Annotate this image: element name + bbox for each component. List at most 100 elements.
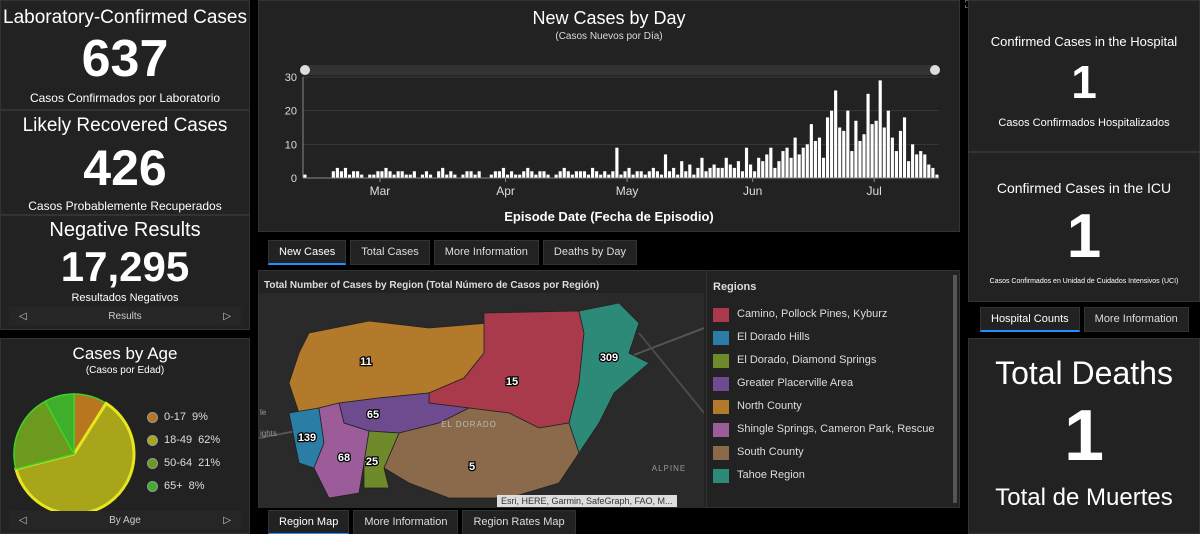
- bar[interactable]: [518, 174, 522, 178]
- bar[interactable]: [838, 127, 842, 179]
- bar[interactable]: [793, 137, 797, 178]
- bar[interactable]: [615, 147, 619, 178]
- bar[interactable]: [582, 171, 587, 178]
- bar[interactable]: [817, 137, 822, 178]
- bar[interactable]: [412, 171, 416, 178]
- bar[interactable]: [663, 154, 668, 178]
- prev-arrow-icon[interactable]: ◁: [19, 310, 27, 322]
- bar[interactable]: [724, 157, 728, 178]
- bar[interactable]: [404, 174, 408, 178]
- bar[interactable]: [522, 171, 526, 178]
- bar[interactable]: [428, 174, 433, 178]
- bar[interactable]: [542, 171, 546, 178]
- bar[interactable]: [331, 171, 335, 178]
- bar[interactable]: [919, 151, 923, 178]
- bar[interactable]: [347, 174, 352, 178]
- tab-region-rates-map[interactable]: Region Rates Map: [462, 510, 576, 534]
- bar[interactable]: [651, 167, 655, 178]
- bar[interactable]: [343, 167, 348, 178]
- bar[interactable]: [821, 157, 826, 178]
- bar[interactable]: [461, 174, 465, 178]
- bar[interactable]: [449, 171, 453, 178]
- bar[interactable]: [339, 171, 344, 178]
- bar[interactable]: [769, 147, 773, 178]
- next-arrow-icon[interactable]: ▷: [223, 310, 231, 322]
- bar[interactable]: [732, 167, 736, 178]
- bar[interactable]: [424, 171, 429, 178]
- bar[interactable]: [631, 174, 635, 178]
- bar[interactable]: [595, 171, 599, 178]
- bar[interactable]: [380, 171, 384, 178]
- bar[interactable]: [627, 167, 631, 178]
- bar[interactable]: [469, 171, 473, 178]
- bar[interactable]: [813, 140, 817, 178]
- bar[interactable]: [902, 117, 907, 178]
- bar[interactable]: [303, 174, 307, 178]
- bar[interactable]: [692, 174, 696, 178]
- bar[interactable]: [696, 167, 700, 178]
- bar[interactable]: [368, 174, 372, 178]
- bar[interactable]: [526, 167, 530, 178]
- bar[interactable]: [886, 110, 890, 178]
- bar[interactable]: [846, 110, 850, 178]
- bar[interactable]: [894, 151, 898, 178]
- bar[interactable]: [514, 174, 518, 178]
- bar[interactable]: [400, 171, 404, 178]
- bar[interactable]: [927, 164, 931, 178]
- bar[interactable]: [708, 167, 712, 178]
- bar[interactable]: [437, 171, 441, 178]
- bar[interactable]: [376, 171, 380, 178]
- bar[interactable]: [890, 137, 894, 178]
- bar[interactable]: [599, 174, 603, 178]
- bar[interactable]: [757, 157, 761, 178]
- bar[interactable]: [639, 171, 643, 178]
- bar[interactable]: [830, 110, 834, 178]
- bar[interactable]: [493, 171, 497, 178]
- bar[interactable]: [603, 171, 607, 178]
- bar[interactable]: [465, 171, 469, 178]
- bar[interactable]: [781, 151, 785, 178]
- bar[interactable]: [789, 157, 793, 178]
- bar[interactable]: [749, 164, 753, 178]
- bar[interactable]: [700, 157, 704, 178]
- region-shingle-springs[interactable]: [313, 402, 370, 499]
- bar[interactable]: [574, 171, 578, 178]
- bar[interactable]: [408, 174, 412, 178]
- bar[interactable]: [530, 171, 534, 178]
- bar[interactable]: [635, 171, 639, 178]
- prev-arrow-icon[interactable]: ◁: [19, 514, 27, 526]
- bar[interactable]: [773, 167, 777, 178]
- bar[interactable]: [659, 174, 664, 178]
- bar[interactable]: [534, 174, 538, 178]
- tab-new-cases[interactable]: New Cases: [268, 240, 347, 265]
- bar[interactable]: [619, 174, 623, 178]
- bar[interactable]: [578, 171, 583, 178]
- bar[interactable]: [882, 127, 886, 179]
- bar[interactable]: [667, 171, 672, 178]
- bar[interactable]: [736, 161, 741, 178]
- bar[interactable]: [477, 171, 481, 178]
- pie-slice[interactable]: [14, 401, 136, 516]
- bar[interactable]: [586, 174, 591, 178]
- bar[interactable]: [356, 171, 360, 178]
- bar[interactable]: [862, 134, 866, 178]
- bar[interactable]: [712, 164, 716, 178]
- bar[interactable]: [384, 167, 388, 178]
- next-arrow-icon[interactable]: ▷: [223, 514, 231, 526]
- bar[interactable]: [501, 167, 506, 178]
- bar[interactable]: [866, 93, 870, 178]
- range-slider-track[interactable]: [303, 65, 937, 75]
- bar[interactable]: [445, 174, 449, 178]
- bar[interactable]: [570, 174, 574, 178]
- bar[interactable]: [607, 174, 611, 178]
- tab-more-information[interactable]: More Information: [433, 240, 539, 265]
- range-slider-start-handle[interactable]: [300, 65, 310, 75]
- bar[interactable]: [509, 171, 514, 178]
- bar[interactable]: [797, 154, 801, 178]
- bar[interactable]: [388, 171, 392, 178]
- bar[interactable]: [372, 174, 376, 178]
- bar[interactable]: [453, 174, 457, 178]
- bar[interactable]: [870, 124, 874, 178]
- bar[interactable]: [850, 151, 854, 178]
- bar[interactable]: [765, 154, 769, 178]
